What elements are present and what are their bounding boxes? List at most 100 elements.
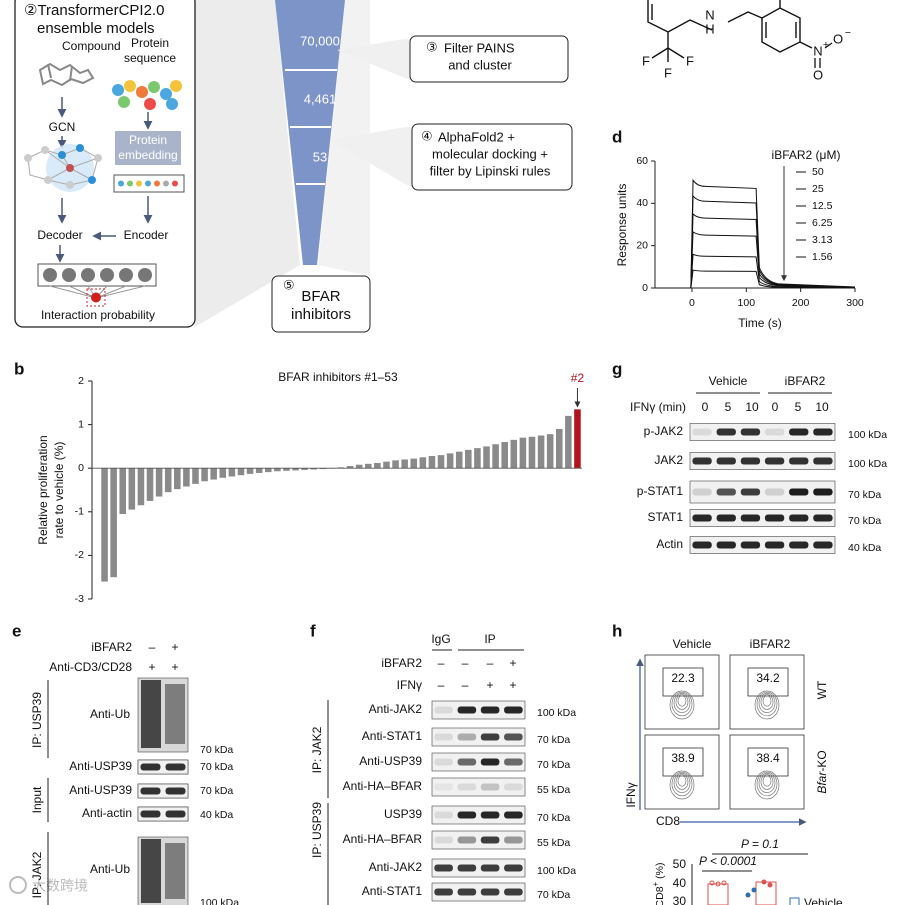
layer-nodes xyxy=(43,268,152,282)
bar xyxy=(110,468,117,578)
size-marker: 70 kDa xyxy=(537,759,570,771)
step-box xyxy=(271,275,371,333)
size-marker: 55 kDa xyxy=(537,784,570,796)
blot-band xyxy=(480,758,500,766)
time-value: 5 xyxy=(725,400,732,414)
blot-band xyxy=(813,488,833,496)
atom: N xyxy=(705,7,714,22)
blot-band xyxy=(716,457,736,465)
group-label: IP: JAK2 xyxy=(30,851,44,898)
contour xyxy=(675,694,689,710)
size-marker: 70 kDa xyxy=(537,812,570,824)
bar xyxy=(346,466,354,469)
group-label: iBFAR2 xyxy=(785,374,826,388)
group-label: Input xyxy=(30,786,44,813)
bar xyxy=(365,463,372,469)
x-axis-label: CD8 xyxy=(656,814,680,828)
blot-label: Actin xyxy=(656,537,683,551)
blot-label: Anti-Ub xyxy=(90,862,130,876)
bar xyxy=(555,428,563,469)
bar xyxy=(146,468,154,501)
contour xyxy=(758,693,776,713)
treatment-label: iBFAR2 xyxy=(381,656,422,670)
blot-band xyxy=(740,514,761,522)
blot-band xyxy=(140,787,161,795)
y-tick-label: -1 xyxy=(75,506,84,518)
blot-band xyxy=(457,864,477,872)
structure: H N F F F N + O − O xyxy=(642,0,851,82)
step-box xyxy=(411,123,573,191)
panel-label: e xyxy=(12,621,21,640)
treatment-label: iBFAR2 xyxy=(91,640,132,654)
bar xyxy=(546,434,554,469)
y-axis-label: Relative proliferation xyxy=(36,435,50,544)
blot-band xyxy=(764,541,785,549)
bar xyxy=(537,435,545,469)
blot-label: p-JAK2 xyxy=(644,424,684,438)
blot-label: Anti-USP39 xyxy=(69,783,132,797)
step-text: AlphaFold2 + xyxy=(438,129,515,144)
column-label: IP xyxy=(484,632,495,646)
contour xyxy=(760,774,774,790)
blot-band xyxy=(813,457,833,465)
blot-label: USP39 xyxy=(384,807,422,821)
blot-band xyxy=(764,488,785,496)
label: GCN xyxy=(49,120,76,134)
blot-band xyxy=(740,541,761,549)
bar xyxy=(301,468,308,470)
bar xyxy=(446,453,454,469)
x-axis-label: Time (s) xyxy=(738,316,782,330)
group-label: Vehicle xyxy=(709,374,748,388)
annotation: #2 xyxy=(571,371,585,385)
label: Protein xyxy=(131,36,169,50)
legend-label: 3.13 xyxy=(812,234,833,246)
bar xyxy=(528,436,536,469)
blot-label: Anti-USP39 xyxy=(359,754,422,768)
panel-label: g xyxy=(612,359,622,378)
time-value: 0 xyxy=(772,400,779,414)
group-label: IP: USP39 xyxy=(310,802,324,858)
step-text: Filter PAINS xyxy=(444,40,515,55)
funnel-shade xyxy=(195,0,300,327)
y-tick-label: 2 xyxy=(78,375,84,387)
size-marker: 70 kDa xyxy=(200,761,233,773)
size-marker: 100 kDa xyxy=(848,458,887,470)
treatment-sign: + xyxy=(171,640,178,654)
step-text: filter by Lipinski rules xyxy=(430,163,551,178)
smear xyxy=(141,839,161,903)
treatment-sign: + xyxy=(171,660,178,674)
y-tick-label: 50 xyxy=(673,857,687,871)
y-axis-label: rate to vehicle (%) xyxy=(52,442,66,539)
smear xyxy=(141,680,161,748)
label: Interaction probability xyxy=(41,308,155,322)
bar xyxy=(374,462,381,469)
blot-band xyxy=(480,811,500,819)
contour xyxy=(754,690,780,720)
legend-label: Vehicle xyxy=(804,896,843,905)
legend-label: 25 xyxy=(812,183,824,195)
bar xyxy=(428,455,436,469)
sensorgram xyxy=(655,178,856,289)
blot-band xyxy=(692,488,712,496)
sensorgram xyxy=(655,269,856,289)
atom: N xyxy=(813,43,822,58)
blot-band xyxy=(764,428,785,436)
callout-shade xyxy=(337,38,410,80)
blot-band xyxy=(813,428,833,436)
size-marker: 70 kDa xyxy=(537,734,570,746)
gene: Bfar xyxy=(815,771,829,794)
sensorgram xyxy=(655,212,856,289)
blot-band xyxy=(504,706,523,714)
atom-charge: + xyxy=(823,39,829,51)
atom: O xyxy=(833,31,843,46)
blot-label: Anti-STAT1 xyxy=(362,884,423,898)
blot-label: JAK2 xyxy=(654,453,683,467)
funnel xyxy=(275,0,345,265)
bar xyxy=(419,457,427,469)
ylabel-sup: + xyxy=(651,881,660,886)
bar xyxy=(519,437,527,469)
blot-band xyxy=(504,733,523,741)
step-text: molecular docking + xyxy=(432,146,548,161)
blot-band xyxy=(740,457,761,465)
blot-band xyxy=(457,733,477,741)
